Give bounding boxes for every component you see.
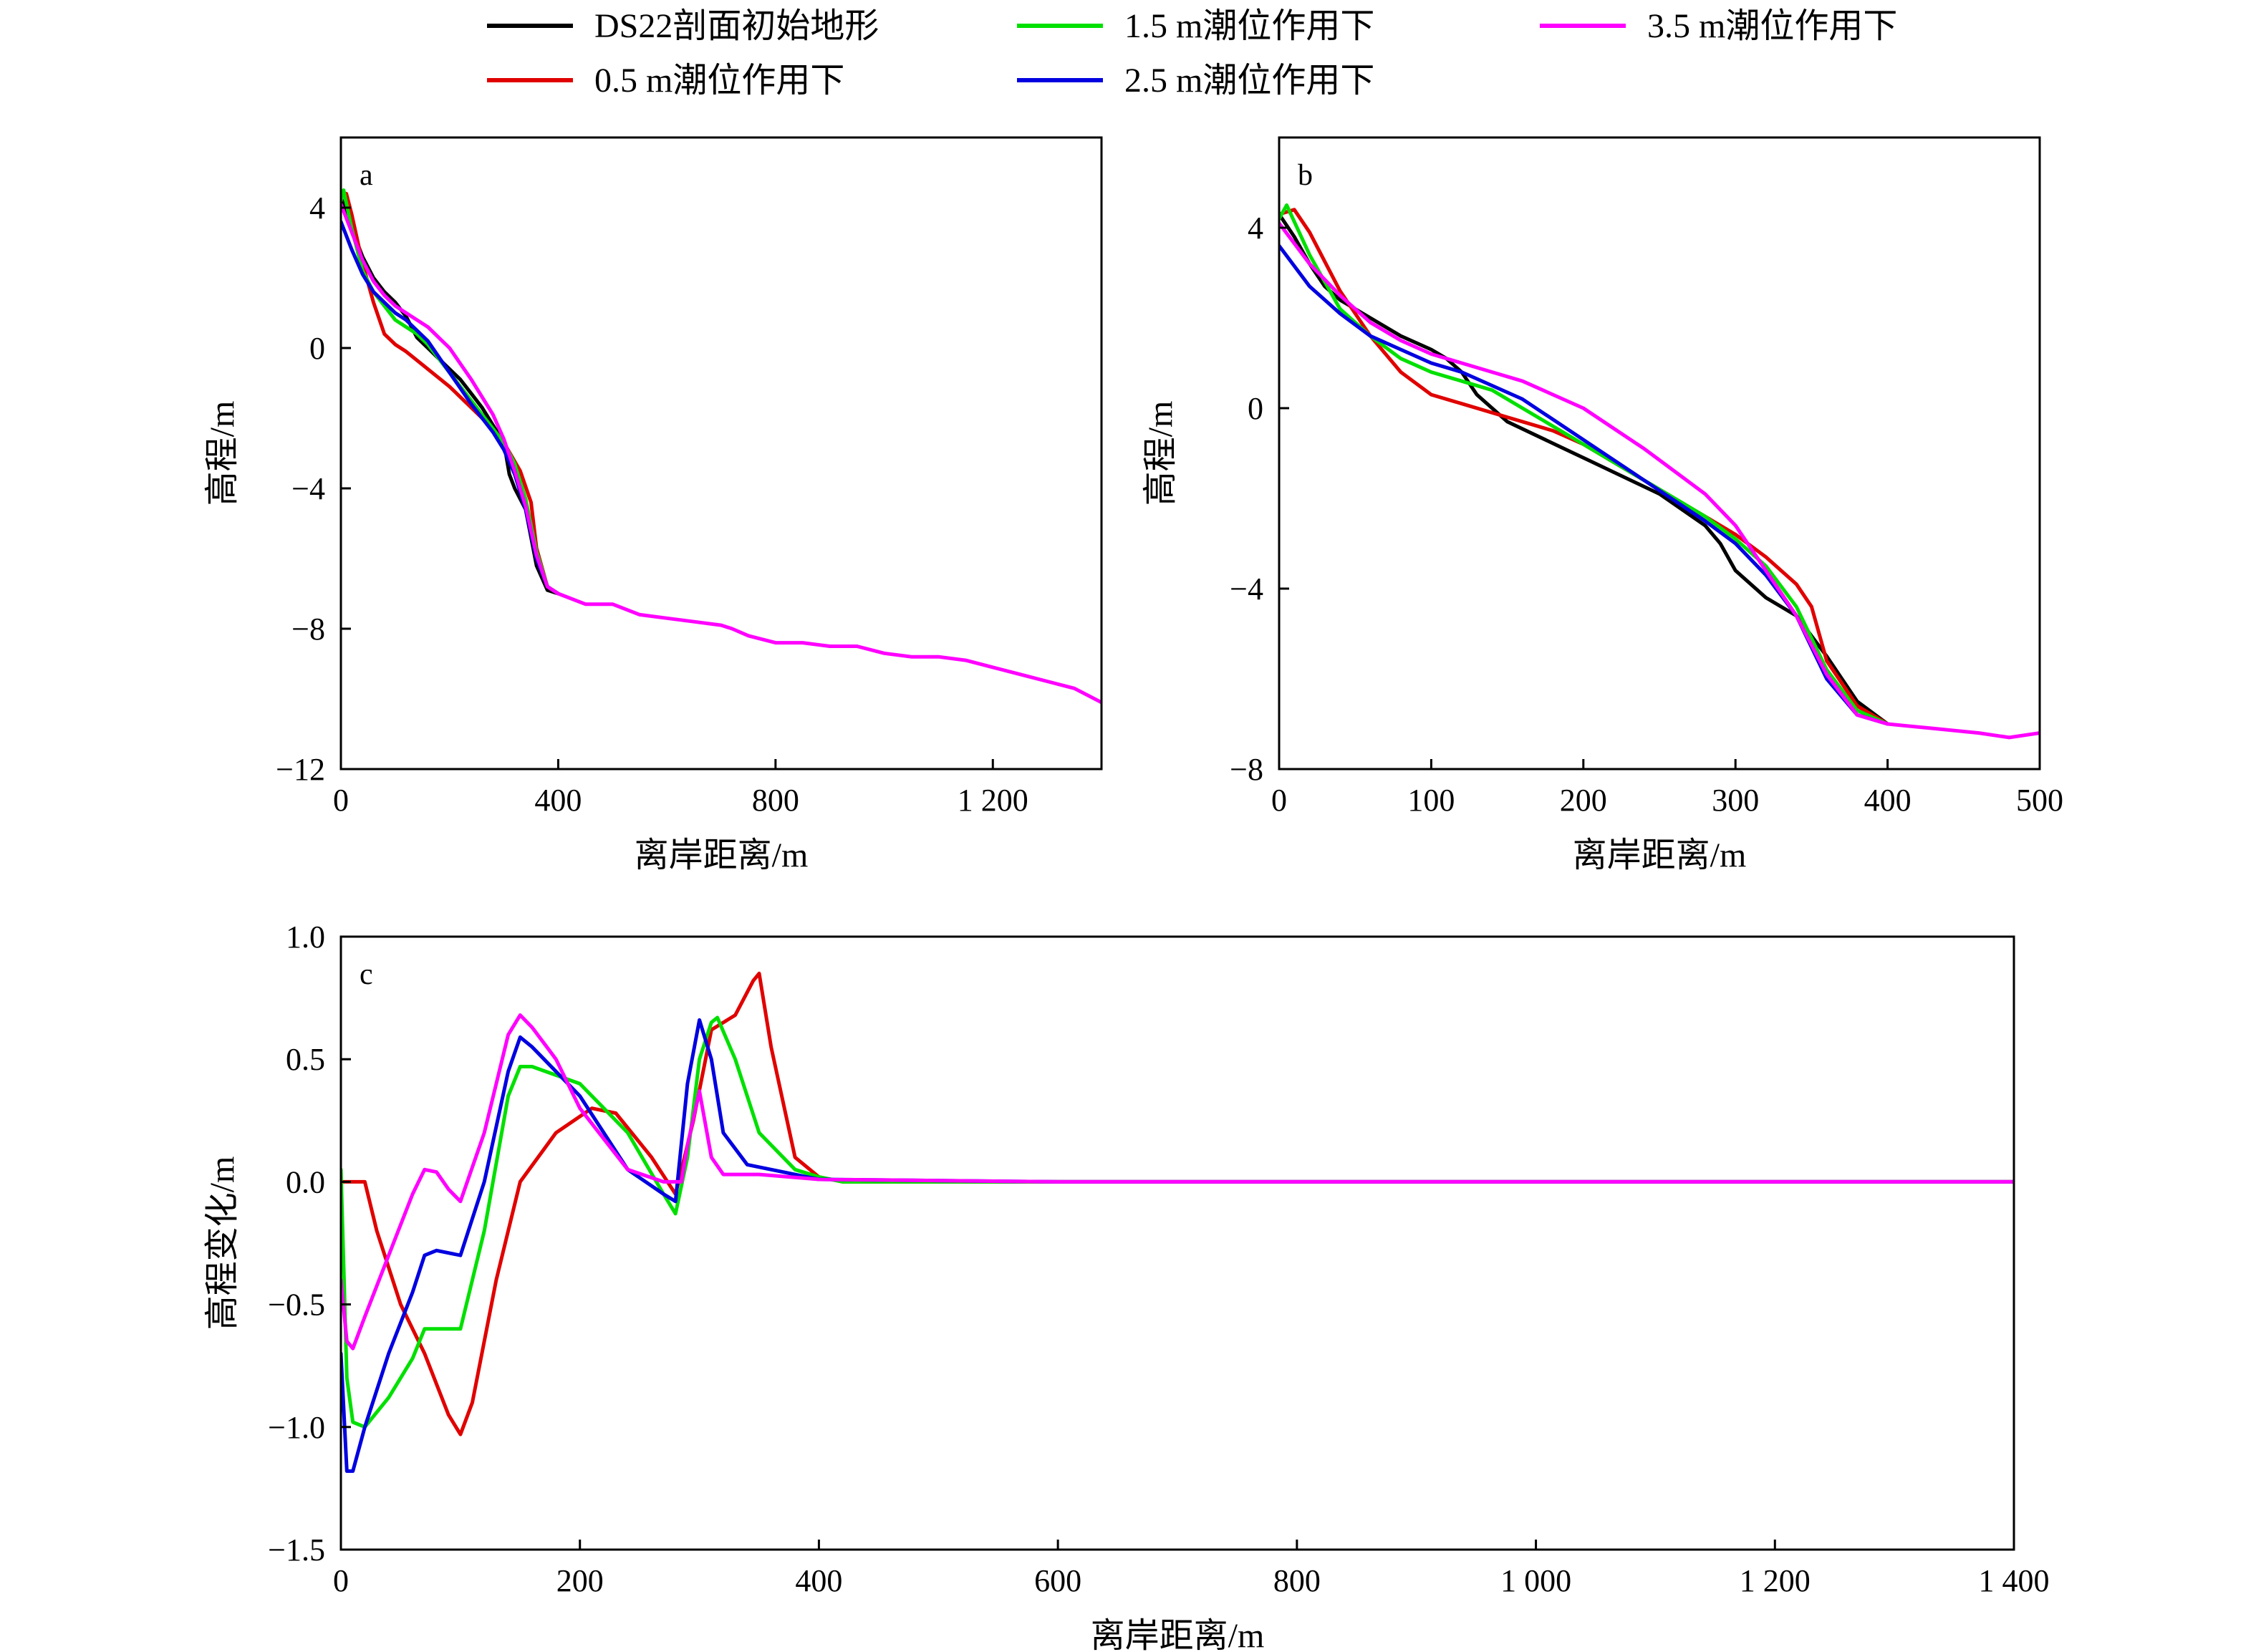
series-line-b-2 — [1279, 203, 1890, 726]
series-line-c-2 — [341, 1018, 2014, 1473]
panel-letter: c — [360, 958, 373, 991]
y-tick-label: −12 — [276, 752, 325, 787]
y-tick-label: 0.5 — [286, 1042, 325, 1077]
x-tick-label: 1 200 — [958, 783, 1028, 818]
y-tick-label: −1.0 — [268, 1410, 325, 1445]
x-axis-label: 离岸距离/m — [635, 836, 809, 874]
y-tick-label: 4 — [309, 190, 325, 226]
legend-item: 0.5 m潮位作用下 — [487, 62, 844, 100]
y-tick-label: 0 — [309, 331, 325, 366]
series-line-a-1 — [341, 191, 560, 596]
x-tick-label: 200 — [1560, 783, 1607, 818]
x-tick-label: 600 — [1034, 1563, 1081, 1598]
series-group — [341, 188, 1102, 705]
x-tick-label: 800 — [1273, 1563, 1321, 1598]
legend-item: 1.5 m潮位作用下 — [1017, 7, 1374, 45]
series-line-a-4 — [341, 202, 1102, 705]
y-tick-label: −8 — [291, 612, 325, 647]
x-tick-label: 100 — [1407, 783, 1455, 818]
x-tick-label: 500 — [2016, 783, 2063, 818]
series-group — [341, 971, 2014, 1473]
legend-label: 3.5 m潮位作用下 — [1647, 7, 1897, 45]
legend-label: 1.5 m潮位作用下 — [1124, 7, 1374, 45]
x-axis-label: 离岸距离/m — [1091, 1617, 1265, 1652]
panel-b: 0 100 200 300 400 500 −8 −4 0 4 b 离岸距离/m 高程/m — [1142, 136, 2063, 874]
y-tick-label: 0 — [1248, 391, 1263, 426]
x-tick-label: 800 — [752, 783, 799, 818]
series-line-a-0 — [341, 195, 560, 596]
legend-label: 2.5 m潮位作用下 — [1124, 62, 1374, 100]
legend-item: DS22剖面初始地形 — [487, 7, 879, 45]
x-tick-label: 400 — [795, 1563, 842, 1598]
x-tick-label: 0 — [333, 1563, 349, 1598]
plot-frame — [1278, 136, 2041, 771]
y-tick-label: 4 — [1248, 211, 1263, 246]
x-tick-label: 1 200 — [1740, 1563, 1811, 1598]
y-tick-label: 1.0 — [286, 919, 325, 955]
x-tick-label: 0 — [333, 783, 349, 818]
x-tick-label: 1 400 — [1979, 1563, 2050, 1598]
legend-item: 3.5 m潮位作用下 — [1540, 7, 1897, 45]
series-line-c-1 — [341, 1015, 2014, 1429]
y-tick-label: 0.0 — [286, 1164, 325, 1199]
y-tick-label: −0.5 — [268, 1288, 325, 1323]
series-line-c-0 — [341, 971, 2014, 1436]
series-line-b-4 — [1279, 221, 2040, 740]
series-line-b-0 — [1279, 212, 1890, 726]
series-group — [1279, 203, 2040, 740]
series-line-b-1 — [1279, 208, 1890, 726]
y-tick-label: −4 — [291, 471, 325, 506]
legend-label: DS22剖面初始地形 — [594, 7, 879, 45]
legend: DS22剖面初始地形 1.5 m潮位作用下 3.5 m潮位作用下 0.5 m潮位作用下… — [487, 7, 1897, 100]
y-tick-label: −4 — [1230, 571, 1263, 607]
legend-item: 2.5 m潮位作用下 — [1017, 62, 1374, 100]
panel-letter: b — [1298, 159, 1313, 192]
y-axis-label: 高程/m — [1142, 401, 1180, 506]
x-tick-label: 300 — [1712, 783, 1759, 818]
x-tick-label: 0 — [1271, 783, 1287, 818]
y-tick-label: −1.5 — [268, 1532, 325, 1568]
legend-label: 0.5 m潮位作用下 — [594, 62, 844, 100]
plot-frame — [339, 935, 2015, 1551]
series-line-a-2 — [341, 188, 560, 596]
series-line-c-3 — [341, 1013, 2014, 1351]
y-tick-label: −8 — [1230, 752, 1263, 787]
x-tick-label: 1 000 — [1500, 1563, 1571, 1598]
panel-letter: a — [360, 159, 373, 192]
panel-c: 0 200 400 600 800 1 000 1 200 1 400 −1.5 −1.0 −0.5… — [203, 919, 2050, 1652]
plot-frame — [339, 136, 1103, 771]
panel-a: 0 400 800 1 200 −12 −8 −4 0 4 a 离岸距离/m 高程/m — [203, 136, 1103, 874]
x-tick-label: 400 — [534, 783, 582, 818]
x-tick-label: 200 — [556, 1563, 604, 1598]
x-tick-label: 400 — [1864, 783, 1912, 818]
x-axis-label: 离岸距离/m — [1573, 836, 1747, 874]
y-axis-label: 高程/m — [203, 401, 241, 506]
y-axis-label: 高程变化/m — [203, 1156, 241, 1330]
